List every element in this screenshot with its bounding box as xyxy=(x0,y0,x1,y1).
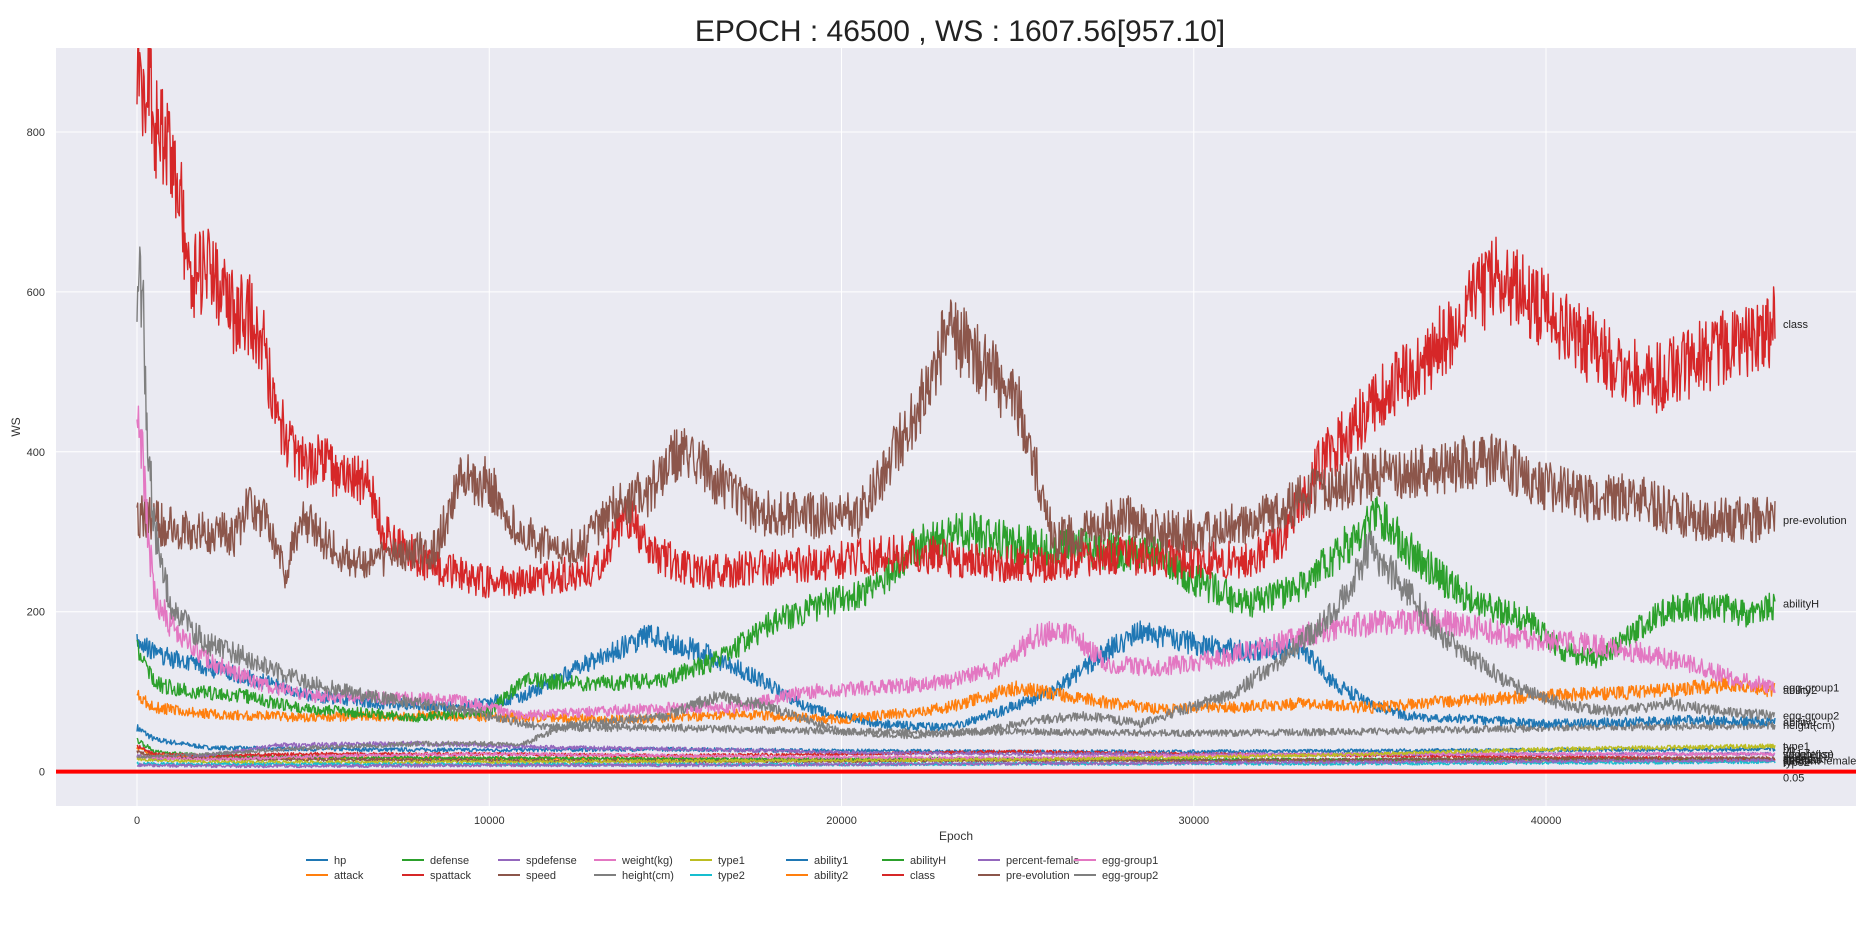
note-label: 0.05 xyxy=(1783,773,1804,785)
legend-item-type2: type2 xyxy=(690,870,745,882)
x-tick-label: 10000 xyxy=(474,815,505,827)
end-label-attack: attack xyxy=(1783,755,1813,767)
end-label-pre-evolution: pre-evolution xyxy=(1783,515,1847,527)
x-axis-label: Epoch xyxy=(939,829,973,843)
legend-label: egg-group2 xyxy=(1102,870,1158,882)
legend-label: class xyxy=(910,870,936,882)
chart-title: EPOCH : 46500 , WS : 1607.56[957.10] xyxy=(695,15,1225,48)
legend-label: type1 xyxy=(718,855,745,867)
legend-label: defense xyxy=(430,855,469,867)
x-tick-label: 20000 xyxy=(826,815,857,827)
y-tick-label: 800 xyxy=(27,127,45,139)
y-tick-labels: 0 200 400 600 800 xyxy=(27,127,45,779)
end-label-class: class xyxy=(1783,319,1809,331)
end-label-spattack: spattack xyxy=(1783,754,1824,766)
series-line-type1 xyxy=(136,743,1776,765)
legend-label: attack xyxy=(334,870,364,882)
y-tick-label: 200 xyxy=(27,607,45,619)
y-axis-label: WS xyxy=(9,417,23,436)
legend-label: pre-evolution xyxy=(1006,870,1070,882)
x-tick-label: 40000 xyxy=(1531,815,1562,827)
end-label-defense: defense xyxy=(1783,755,1822,767)
end-label-percent-female: percent-female xyxy=(1783,755,1856,767)
legend-label: spattack xyxy=(430,870,471,882)
end-label-type1: type1 xyxy=(1783,741,1810,753)
legend-item-ability2: ability2 xyxy=(786,870,848,882)
end-label-height(cm): height(cm) xyxy=(1783,720,1835,732)
legend-item-speed: speed xyxy=(498,870,556,882)
end-label-hp: hp xyxy=(1783,744,1795,756)
legend: hp attack defense spattack spdefense speed wei… xyxy=(306,855,1158,882)
end-label-ability2: ability2 xyxy=(1783,685,1817,697)
series-line-abilityH xyxy=(136,496,1776,723)
series-line-pre-evolution xyxy=(136,299,1776,589)
x-tick-label: 0 xyxy=(134,815,140,827)
end-label-ability1: ability1 xyxy=(1783,717,1817,729)
plot-background xyxy=(56,48,1856,806)
series-line-weight(kg) xyxy=(136,751,1776,762)
series-line-egg-group2 xyxy=(136,246,1776,740)
legend-label: abilityH xyxy=(910,855,946,867)
series-line-hp xyxy=(136,724,1776,755)
end-label-egg-group2: egg-group2 xyxy=(1783,711,1839,723)
legend-item-abilityH: abilityH xyxy=(882,855,946,867)
legend-item-defense: defense xyxy=(402,855,469,867)
series-lines xyxy=(136,48,1776,769)
end-label-type2: type2 xyxy=(1783,757,1810,769)
legend-label: hp xyxy=(334,855,346,867)
legend-label: type2 xyxy=(718,870,745,882)
end-label-abilityH: abilityH xyxy=(1783,599,1819,611)
y-tick-label: 0 xyxy=(39,767,45,779)
legend-item-ability1: ability1 xyxy=(786,855,848,867)
legend-item-egg-group2: egg-group2 xyxy=(1074,870,1158,882)
legend-item-pre-evolution: pre-evolution xyxy=(978,870,1070,882)
legend-item-class: class xyxy=(882,870,936,882)
legend-item-weight(kg): weight(kg) xyxy=(594,855,673,867)
end-label-spdefense: spdefense xyxy=(1783,749,1834,761)
legend-item-percent-female: percent-female xyxy=(978,855,1079,867)
legend-label: egg-group1 xyxy=(1102,855,1158,867)
legend-item-height(cm): height(cm) xyxy=(594,870,674,882)
legend-item-egg-group1: egg-group1 xyxy=(1074,855,1158,867)
legend-item-spattack: spattack xyxy=(402,870,471,882)
legend-item-type1: type1 xyxy=(690,855,745,867)
y-tick-label: 400 xyxy=(27,447,45,459)
end-label-egg-group1: egg-group1 xyxy=(1783,683,1839,695)
legend-label: height(cm) xyxy=(622,870,674,882)
x-tick-label: 30000 xyxy=(1178,815,1209,827)
legend-item-hp: hp xyxy=(306,855,346,867)
legend-label: weight(kg) xyxy=(621,855,673,867)
legend-label: spdefense xyxy=(526,855,577,867)
end-label-weight(kg): weight(kg) xyxy=(1782,749,1834,761)
series-end-labels: hpattackdefensespattackspdefensespeedwei… xyxy=(1782,319,1856,769)
series-line-ability1 xyxy=(136,620,1776,732)
y-tick-label: 600 xyxy=(27,287,45,299)
legend-label: ability1 xyxy=(814,855,848,867)
legend-label: percent-female xyxy=(1006,855,1079,867)
legend-label: speed xyxy=(526,870,556,882)
legend-item-attack: attack xyxy=(306,870,364,882)
series-line-percent-female xyxy=(136,758,1776,769)
legend-item-spdefense: spdefense xyxy=(498,855,577,867)
legend-label: ability2 xyxy=(814,870,848,882)
x-tick-labels: 0 10000 20000 30000 40000 xyxy=(134,815,1561,827)
end-label-speed: speed xyxy=(1783,753,1813,765)
